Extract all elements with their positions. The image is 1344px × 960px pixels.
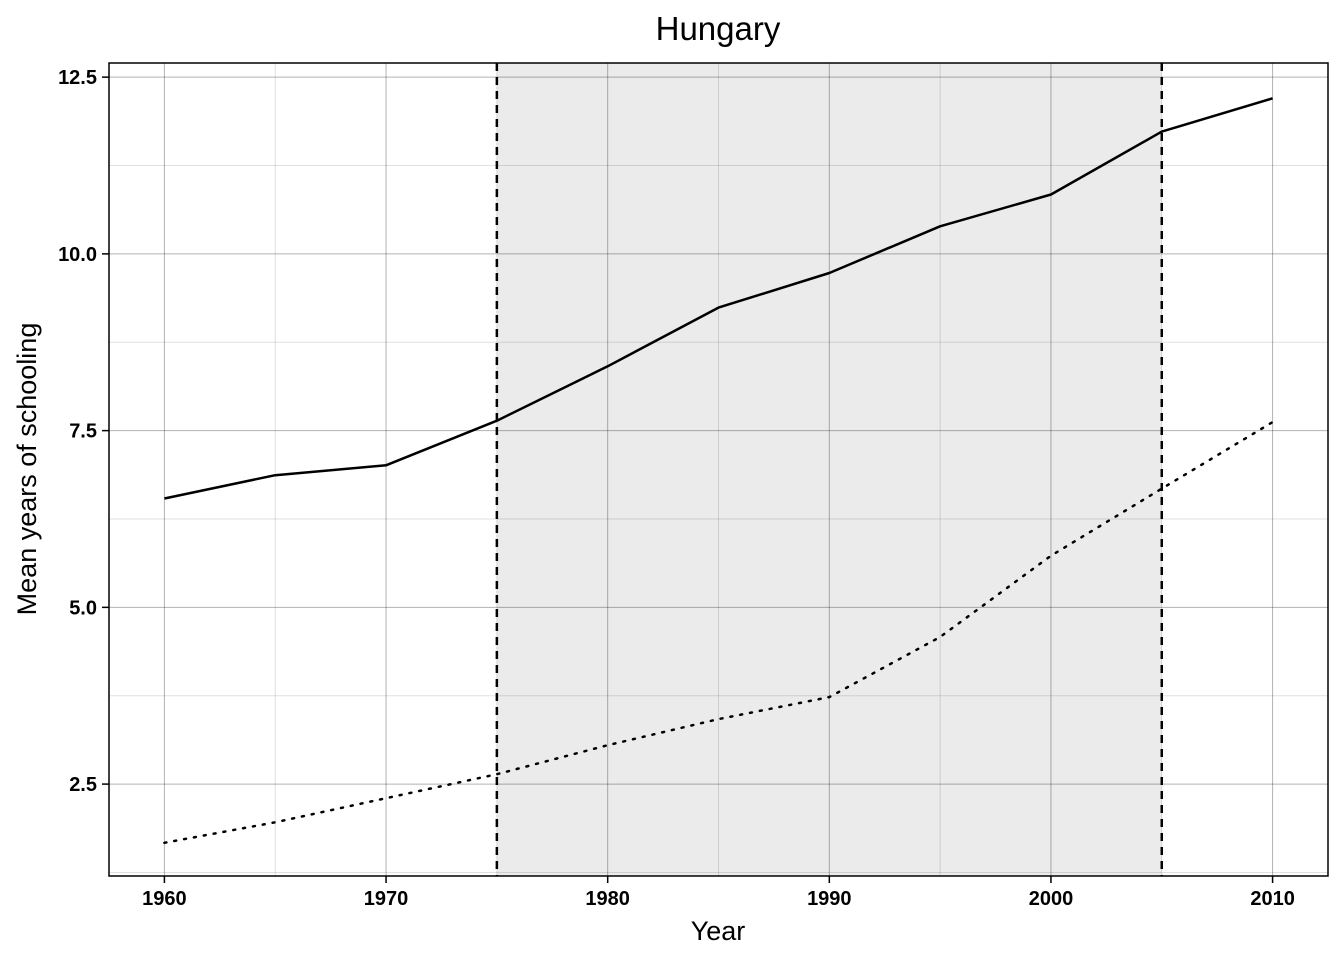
- plot-area: [108, 62, 1329, 877]
- x-tick-label: 2010: [1250, 888, 1295, 910]
- x-tick-label: 1980: [585, 888, 630, 910]
- shaded-period: [496, 63, 1162, 876]
- y-tick-label: 12.5: [58, 67, 97, 89]
- x-tick-label: 2000: [1029, 888, 1074, 910]
- y-tick-label: 2.5: [69, 774, 97, 796]
- y-axis-title: Mean years of schooling: [12, 323, 42, 616]
- panel-border: [108, 62, 1329, 877]
- series-line-solid: [164, 97, 1273, 500]
- y-tick-label: 10.0: [58, 244, 97, 266]
- x-axis-ticks: 1960 1970 1980 1990 2000 2010: [142, 876, 1295, 910]
- y-tick-label: 7.5: [69, 421, 97, 443]
- chart-title: Hungary: [656, 10, 781, 47]
- x-tick-label: 1970: [364, 888, 409, 910]
- y-axis-ticks: 2.5 5.0 7.5 10.0 12.5: [58, 67, 109, 796]
- x-tick-label: 1960: [142, 888, 187, 910]
- x-axis-title: Year: [691, 916, 746, 946]
- y-tick-label: 5.0: [69, 597, 97, 619]
- x-tick-label: 1990: [807, 888, 852, 910]
